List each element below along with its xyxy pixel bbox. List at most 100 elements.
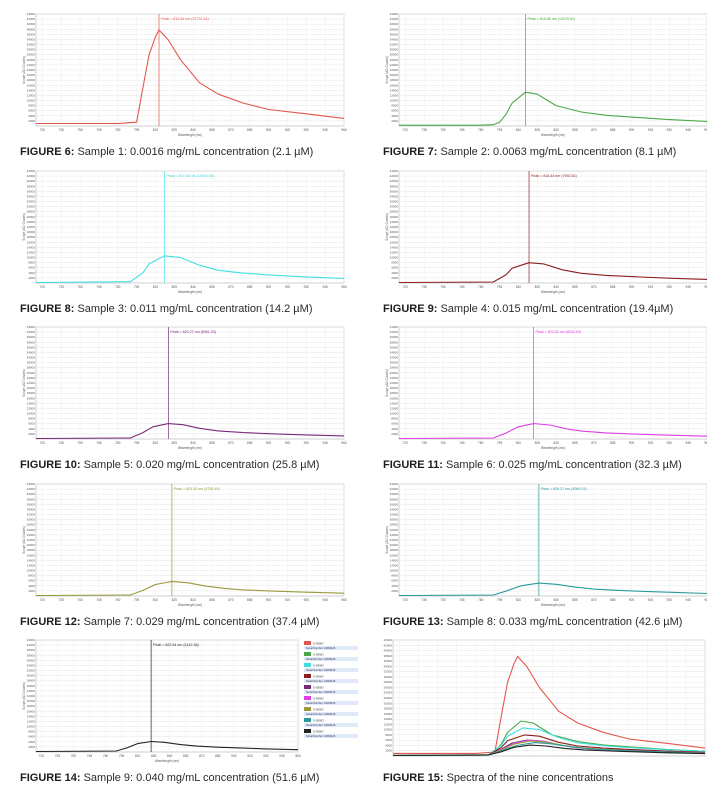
y-tick-label: 4000 (391, 584, 398, 588)
legend-swatch (304, 685, 311, 689)
legend-label: S-S99/D (313, 664, 324, 668)
peak-label: Peak = 818.44 nm (7992.81) (531, 174, 577, 178)
spectrum-line (398, 582, 707, 597)
x-tick-label: 855 (183, 754, 189, 758)
spectrum-chart: 4400042000400003800036000340003200030000… (22, 638, 358, 763)
y-tick-label: 14000 (27, 714, 36, 718)
y-tick-label: 26000 (384, 685, 393, 689)
y-tick-label: 20000 (27, 699, 36, 703)
y-tick-label: 6000 (28, 579, 35, 583)
y-tick-label: 14000 (27, 245, 36, 249)
x-tick-label: 825 (535, 441, 541, 445)
y-tick-label: 14000 (27, 88, 36, 92)
y-tick-label: 10000 (27, 412, 36, 416)
spectrum-line (393, 655, 706, 754)
y-tick-label: 38000 (27, 27, 36, 31)
y-tick-label: 40000 (27, 492, 36, 496)
y-tick-label: 36000 (390, 502, 399, 506)
y-tick-label: 18000 (390, 78, 399, 82)
spectrum-line (392, 734, 706, 757)
y-tick-label: 30000 (390, 518, 399, 522)
x-tick-label: 840 (553, 441, 559, 445)
x-tick-label: 930 (304, 441, 310, 445)
figure-caption: FIGURE 13: Sample 8: 0.033 mg/mL concent… (383, 616, 707, 628)
x-tick-label: 780 (103, 754, 109, 758)
x-axis-label: Wavelength (nm) (155, 759, 179, 763)
x-axis-label: Wavelength (nm) (178, 133, 202, 137)
peak-label: Peak = 815.66 nm (13275.61) (528, 17, 576, 21)
y-tick-label: 26000 (27, 371, 36, 375)
y-tick-label: 20000 (390, 73, 399, 77)
y-tick-label: 8000 (28, 730, 35, 734)
y-tick-label: 8000 (28, 261, 35, 265)
x-tick-label: 810 (153, 598, 159, 602)
y-tick-label: 18000 (27, 78, 36, 82)
x-tick-label: 735 (58, 441, 64, 445)
y-tick-label: 42000 (390, 487, 399, 491)
x-tick-label: 855 (209, 128, 215, 132)
y-tick-label: 30000 (390, 361, 399, 365)
y-tick-label: 26000 (390, 371, 399, 375)
y-tick-label: 22000 (27, 225, 36, 229)
y-tick-label: 18000 (390, 548, 399, 552)
y-tick-label: 44000 (27, 325, 36, 329)
x-tick-label: 885 (247, 598, 253, 602)
x-tick-label: 795 (134, 441, 140, 445)
y-tick-label: 36000 (390, 345, 399, 349)
y-tick-label: 4000 (385, 743, 392, 747)
y-tick-label: 8000 (28, 574, 35, 578)
spectrum-line (35, 423, 345, 440)
x-tick-label: 885 (247, 441, 253, 445)
spectrum-chart: 4400042000400003800036000340003200030000… (22, 325, 347, 450)
spectrum-chart: 4400042000400003800036000340003200030000… (22, 482, 347, 607)
y-tick-label: 30000 (27, 361, 36, 365)
figure-caption-text: Spectra of the nine concentrations (446, 772, 614, 784)
x-tick-label: 735 (421, 441, 427, 445)
x-tick-label: 960 (341, 441, 347, 445)
x-tick-label: 735 (58, 598, 64, 602)
x-tick-label: 840 (190, 128, 196, 132)
y-tick-label: 40000 (384, 649, 393, 653)
x-tick-label: 930 (304, 598, 310, 602)
x-tick-label: 945 (685, 441, 691, 445)
figure-panel: 44000 42000 40000 38000 36000 34000 32000 30000… (20, 8, 360, 163)
y-tick-label: 16000 (27, 396, 36, 400)
x-tick-label: 765 (96, 598, 102, 602)
x-tick-label: 885 (610, 128, 616, 132)
y-tick-label: 34000 (27, 663, 36, 667)
y-tick-label: 40000 (27, 335, 36, 339)
y-tick-label: 38000 (390, 497, 399, 501)
x-tick-label: 855 (572, 285, 578, 289)
y-tick-label: 22000 (390, 225, 399, 229)
figure-number: FIGURE 11: (383, 459, 443, 471)
y-tick-label: 12000 (384, 722, 393, 726)
y-tick-label: 2000 (391, 589, 398, 593)
y-tick-label: 44000 (390, 325, 399, 329)
y-tick-label: 32000 (27, 200, 36, 204)
x-tick-label: 885 (610, 285, 616, 289)
x-tick-label: 915 (648, 128, 654, 132)
y-tick-label: 22000 (390, 538, 399, 542)
x-tick-label: 810 (516, 598, 522, 602)
x-tick-label: 810 (516, 128, 522, 132)
x-axis-label: Wavelength (nm) (541, 290, 565, 294)
y-tick-label: 32000 (27, 356, 36, 360)
y-tick-label: 28000 (390, 523, 399, 527)
spectrum-chart: 4400042000400003800036000340003200030000… (384, 638, 706, 757)
y-tick-label: 18000 (27, 391, 36, 395)
x-tick-label: 960 (341, 598, 347, 602)
figure-caption: FIGURE 15: Spectra of the nine concentra… (383, 772, 707, 784)
y-tick-label: 4000 (391, 114, 398, 118)
spectrum-line (36, 29, 345, 125)
legend-label: S-S99/D (313, 686, 324, 690)
legend-swatch (304, 652, 311, 656)
y-tick-label: 16000 (390, 553, 399, 557)
legend-row (304, 701, 358, 705)
y-axis-label: Scope (AD Counts) (385, 526, 389, 553)
y-tick-label: 22000 (384, 696, 393, 700)
y-tick-label: 20000 (27, 230, 36, 234)
y-tick-label: 18000 (27, 704, 36, 708)
y-tick-label: 12000 (27, 563, 36, 567)
y-tick-label: 24000 (27, 533, 36, 537)
y-tick-label: 14000 (390, 401, 399, 405)
